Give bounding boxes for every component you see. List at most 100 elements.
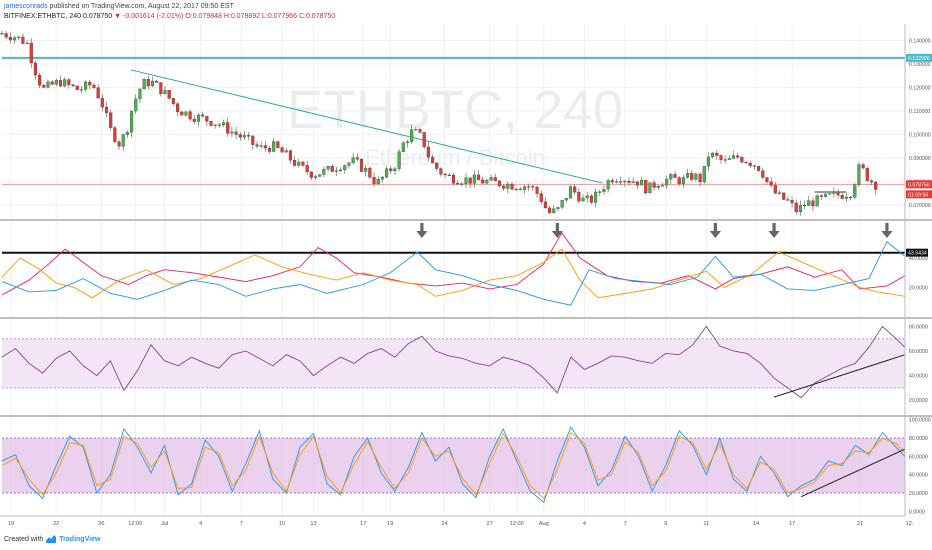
candle bbox=[840, 194, 844, 199]
time-tick-label: 10 bbox=[279, 521, 285, 527]
candle bbox=[798, 205, 802, 213]
time-tick-label: 7 bbox=[624, 521, 627, 527]
candle bbox=[276, 141, 280, 148]
candle bbox=[497, 180, 501, 187]
candle bbox=[343, 165, 347, 171]
price-label: 0.078750 bbox=[908, 182, 930, 188]
candle bbox=[777, 192, 782, 194]
candle bbox=[251, 135, 255, 145]
candle bbox=[656, 186, 660, 188]
candle bbox=[334, 170, 338, 172]
candle bbox=[652, 182, 656, 188]
candle bbox=[640, 180, 644, 186]
candle bbox=[322, 168, 326, 175]
time-tick-label: 12:00 bbox=[510, 521, 524, 527]
ohlc-values: O:0.079848 H:0.079892 L:0.077966 C:0.078… bbox=[185, 13, 336, 20]
candle bbox=[50, 81, 54, 85]
rsi-pane[interactable] bbox=[1, 325, 906, 399]
candle bbox=[71, 84, 75, 87]
candle bbox=[552, 208, 556, 213]
candle bbox=[113, 127, 117, 142]
candle bbox=[823, 193, 828, 197]
candle bbox=[79, 89, 83, 91]
candle bbox=[485, 180, 489, 184]
candle bbox=[405, 141, 410, 143]
candle bbox=[259, 145, 263, 147]
candle bbox=[431, 157, 435, 164]
candle bbox=[217, 124, 221, 126]
candle bbox=[589, 195, 593, 203]
candle bbox=[727, 158, 731, 160]
candle bbox=[857, 164, 861, 185]
candle bbox=[698, 173, 702, 183]
candle bbox=[426, 146, 430, 158]
candle bbox=[238, 134, 242, 138]
candle bbox=[318, 174, 322, 177]
price-label-box bbox=[906, 53, 932, 62]
candle bbox=[38, 74, 42, 86]
arrow-down-icon bbox=[416, 223, 428, 238]
candle bbox=[221, 122, 226, 126]
candle bbox=[155, 80, 159, 83]
price-tick-label: 0.090000 bbox=[909, 156, 931, 162]
candle bbox=[293, 160, 297, 166]
created-with-text: Created with bbox=[4, 535, 44, 543]
candle bbox=[255, 144, 259, 147]
candle bbox=[853, 184, 857, 198]
publish-info: jamesconrads published on TradingView.co… bbox=[4, 2, 234, 12]
candle bbox=[280, 147, 284, 153]
candle bbox=[648, 182, 652, 194]
candle bbox=[844, 196, 848, 199]
pane-dividers[interactable] bbox=[0, 24, 932, 517]
time-axis[interactable]: 19 22 26 12:00 Jul 4 7 10 13 17 19 24 27 12:00 Aug 4 7 9 1… bbox=[8, 521, 914, 527]
tradingview-link[interactable]: TradingView bbox=[59, 535, 101, 543]
candle bbox=[723, 159, 727, 161]
candle bbox=[313, 176, 318, 178]
candle bbox=[481, 179, 485, 184]
oscillator-pane[interactable] bbox=[1, 223, 906, 306]
time-tick-label: 26 bbox=[98, 521, 104, 527]
candle bbox=[330, 166, 334, 172]
candle bbox=[832, 191, 836, 194]
candle bbox=[610, 180, 614, 183]
candle bbox=[188, 111, 192, 120]
candle bbox=[744, 162, 748, 164]
candle bbox=[635, 181, 639, 186]
candle bbox=[205, 116, 209, 122]
watermark-title: ETHBTC, 240 bbox=[287, 80, 623, 140]
candle bbox=[29, 42, 33, 64]
stoch-band bbox=[2, 438, 905, 494]
candle bbox=[33, 62, 37, 76]
candle bbox=[134, 98, 138, 112]
candle bbox=[568, 186, 573, 199]
candle bbox=[594, 191, 598, 203]
candle bbox=[464, 177, 468, 184]
osc-tick-label: 20.0000 bbox=[909, 285, 928, 291]
author-link[interactable]: jamesconrads bbox=[4, 3, 48, 10]
candle bbox=[196, 114, 201, 122]
price-pane[interactable] bbox=[0, 30, 905, 216]
candle bbox=[535, 186, 539, 194]
price-tick-label: 0.130000 bbox=[909, 62, 931, 68]
candle bbox=[660, 185, 665, 187]
candle bbox=[522, 186, 527, 190]
candle bbox=[176, 103, 180, 113]
price-axis[interactable]: 0.140000 0.130000 0.120000 0.110000 0.100000… bbox=[906, 38, 932, 515]
candle bbox=[502, 185, 506, 189]
candle bbox=[75, 85, 79, 90]
candle bbox=[869, 180, 874, 183]
candle bbox=[644, 180, 648, 194]
candle bbox=[677, 177, 681, 184]
rsi-trendline bbox=[773, 354, 906, 398]
time-tick-label: 11 bbox=[703, 521, 709, 527]
candle bbox=[339, 169, 343, 171]
time-tick-label: 12:00 bbox=[128, 521, 142, 527]
stochastic-pane[interactable] bbox=[1, 426, 906, 503]
candle bbox=[811, 200, 815, 207]
candle bbox=[192, 118, 196, 122]
time-tick-label: Jul bbox=[161, 521, 168, 527]
stoch-series bbox=[1, 431, 906, 500]
candle bbox=[288, 150, 292, 161]
candle bbox=[681, 177, 685, 184]
